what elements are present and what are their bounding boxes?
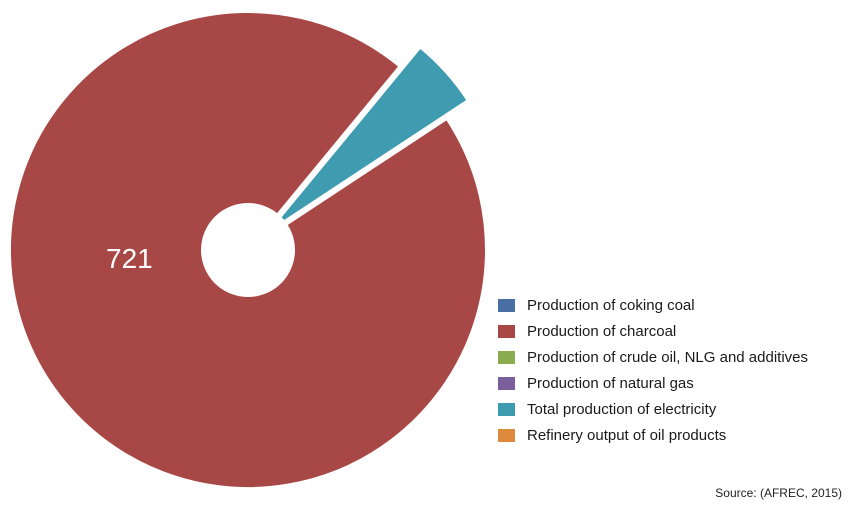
source-note: Source: (AFREC, 2015) bbox=[715, 486, 842, 500]
legend-label: Production of crude oil, NLG and additiv… bbox=[527, 348, 808, 366]
legend-swatch bbox=[498, 428, 515, 442]
legend-item-crude-oil: Production of crude oil, NLG and additiv… bbox=[498, 344, 808, 370]
legend-label: Total production of electricity bbox=[527, 400, 717, 418]
legend-item-coking-coal: Production of coking coal bbox=[498, 292, 808, 318]
legend-swatch bbox=[498, 350, 515, 364]
pie-slice-total-production-of-electricity bbox=[268, 46, 469, 233]
legend-label: Production of charcoal bbox=[527, 322, 677, 340]
donut-hole bbox=[201, 203, 295, 297]
legend-swatch bbox=[498, 324, 515, 338]
legend-item-charcoal: Production of charcoal bbox=[498, 318, 808, 344]
legend-label: Refinery output of oil products bbox=[527, 426, 727, 444]
legend-label: Production of coking coal bbox=[527, 296, 695, 314]
legend-swatch bbox=[498, 298, 515, 312]
legend-swatch bbox=[498, 402, 515, 416]
legend-swatch bbox=[498, 376, 515, 390]
chart-legend: Production of coking coal Production of … bbox=[498, 292, 808, 448]
legend-item-refinery: Refinery output of oil products bbox=[498, 422, 808, 448]
legend-item-electricity: Total production of electricity bbox=[498, 396, 808, 422]
legend-label: Production of natural gas bbox=[527, 374, 694, 392]
legend-item-natural-gas: Production of natural gas bbox=[498, 370, 808, 396]
slice-data-label-charcoal: 721 bbox=[106, 243, 153, 274]
